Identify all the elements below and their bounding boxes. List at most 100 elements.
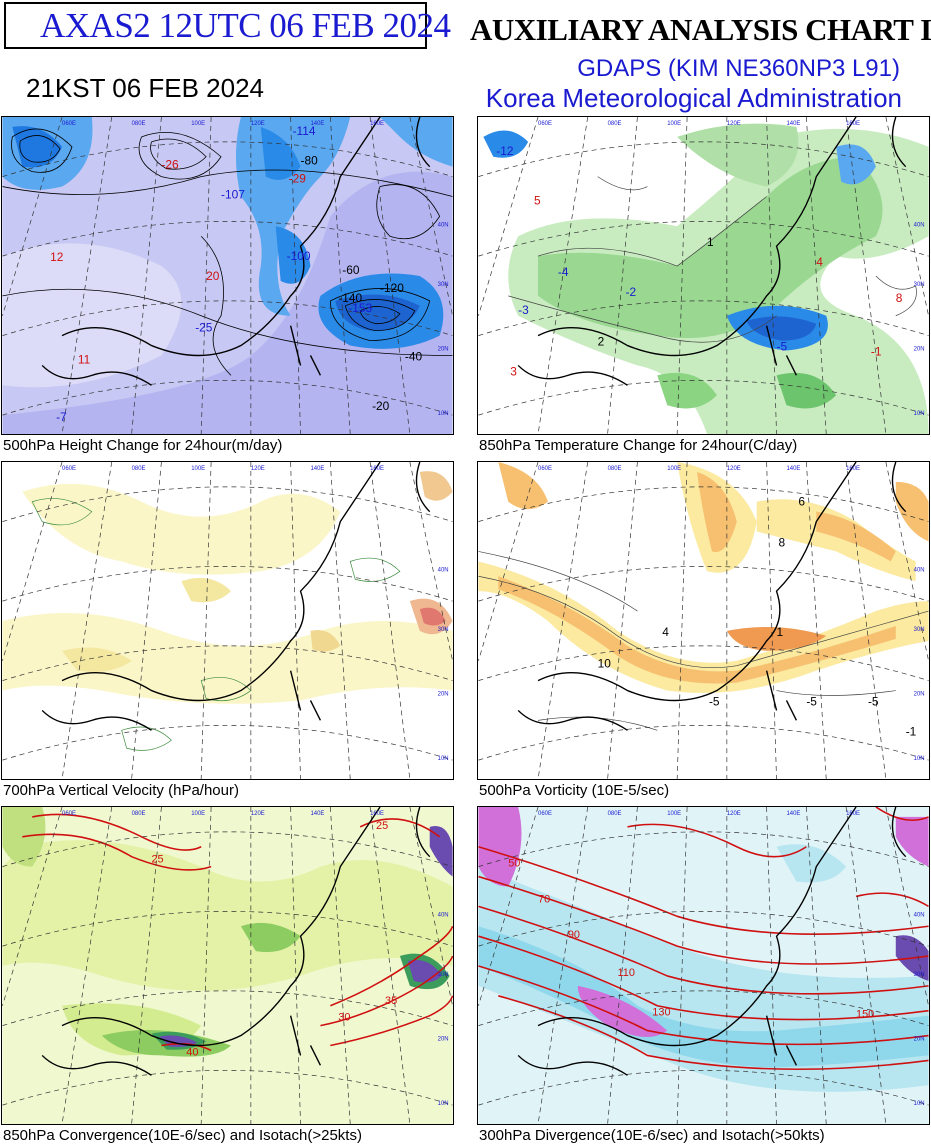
height-label: -20 xyxy=(372,399,390,413)
caption-vorticity: 500hPa Vorticity (10E-5/sec) xyxy=(479,782,670,799)
lat-label: 30N xyxy=(438,972,449,978)
lat-label: 30N xyxy=(914,282,925,288)
lon-label: 140E xyxy=(786,811,800,817)
lat-label: 10N xyxy=(438,1101,449,1107)
vorticity-label: 10 xyxy=(598,657,612,671)
height-label: 12 xyxy=(50,250,64,264)
panel-convergence[interactable]: 25 25 30 35 40 060E 080E 100E 120E 140E … xyxy=(1,806,454,1125)
lon-label: 160E xyxy=(370,121,384,127)
caption-divergence: 300hPa Divergence(10E-6/sec) and Isotach… xyxy=(479,1127,825,1144)
isotach-label: 150 xyxy=(856,1009,874,1021)
lat-label: 30N xyxy=(438,627,449,633)
temp-label: 2 xyxy=(598,335,605,349)
caption-temperature-change: 850hPa Temperature Change for 24hour(C/d… xyxy=(479,437,798,454)
divergence-map: 50 70 90 110 130 150 060E 080E 100E 120E… xyxy=(478,807,929,1124)
height-label: -107 xyxy=(221,187,245,201)
lat-label: 40N xyxy=(438,567,449,573)
vorticity-label: -1 xyxy=(906,724,917,738)
isotach-label: 130 xyxy=(652,1007,670,1019)
caption-convergence: 850hPa Convergence(10E-6/sec) and Isotac… xyxy=(3,1127,362,1144)
panel-vorticity[interactable]: 4 6 8 10 -5 -5 -5 1 -1 060E 080E 100E 12… xyxy=(477,461,930,780)
vorticity-label: 6 xyxy=(798,495,805,509)
lat-label: 10N xyxy=(438,756,449,762)
vorticity-map: 4 6 8 10 -5 -5 -5 1 -1 060E 080E 100E 12… xyxy=(478,462,929,779)
lon-label: 140E xyxy=(310,121,324,127)
isotach-label: 110 xyxy=(618,967,635,979)
lat-label: 20N xyxy=(914,692,925,698)
lat-label: 20N xyxy=(438,347,449,353)
vertical-velocity-map: 060E 080E 100E 120E 140E 160E 40N 30N 20… xyxy=(2,462,453,779)
lon-label: 060E xyxy=(538,466,552,472)
panel-height-change[interactable]: -114 -107 -100 -153 -140 -120 -29 -26 -2… xyxy=(1,116,454,435)
convergence-map: 25 25 30 35 40 060E 080E 100E 120E 140E … xyxy=(2,807,453,1124)
height-label: -40 xyxy=(405,349,423,363)
lat-label: 40N xyxy=(438,912,449,918)
lon-label: 100E xyxy=(667,811,681,817)
isotach-label: 25 xyxy=(376,820,388,832)
lon-label: 120E xyxy=(727,811,741,817)
lon-label: 060E xyxy=(62,811,76,817)
isotach-label: 90 xyxy=(568,929,580,941)
height-label: -60 xyxy=(342,263,360,277)
height-label: -140 xyxy=(338,291,362,305)
lon-label: 060E xyxy=(538,811,552,817)
lon-label: 100E xyxy=(667,466,681,472)
lon-label: 160E xyxy=(370,811,384,817)
temp-label: -1 xyxy=(871,344,882,358)
temperature-change-map: -3 -5 -12 -4 -2 3 5 8 -1 1 2 4 060E 080E… xyxy=(478,117,929,434)
lat-label: 30N xyxy=(438,282,449,288)
height-label: 11 xyxy=(78,352,91,366)
isotach-label: 50 xyxy=(508,858,520,870)
vorticity-label: -5 xyxy=(806,694,817,708)
lon-label: 160E xyxy=(370,466,384,472)
temp-label: 5 xyxy=(534,193,541,207)
temp-label: -5 xyxy=(777,340,788,354)
panel-vertical-velocity[interactable]: 060E 080E 100E 120E 140E 160E 40N 30N 20… xyxy=(1,461,454,780)
local-time: 21KST 06 FEB 2024 xyxy=(26,73,265,103)
height-label: -100 xyxy=(287,249,311,263)
lon-label: 120E xyxy=(251,811,265,817)
isotach-label: 30 xyxy=(338,1012,350,1024)
vorticity-label: 8 xyxy=(779,535,786,549)
height-label: 20 xyxy=(206,269,220,283)
temp-label: 8 xyxy=(896,291,903,305)
lon-label: 080E xyxy=(608,121,622,127)
temp-label: 3 xyxy=(510,364,517,378)
lat-label: 40N xyxy=(914,567,925,573)
temp-label: -3 xyxy=(518,303,529,317)
lon-label: 100E xyxy=(191,466,205,472)
lat-label: 40N xyxy=(914,222,925,228)
model-name: GDAPS (KIM NE360NP3 L91) xyxy=(577,55,900,82)
panel-temperature-change[interactable]: -3 -5 -12 -4 -2 3 5 8 -1 1 2 4 060E 080E… xyxy=(477,116,930,435)
height-label: -114 xyxy=(293,124,316,138)
panel-divergence[interactable]: 50 70 90 110 130 150 060E 080E 100E 120E… xyxy=(477,806,930,1125)
lon-label: 080E xyxy=(608,466,622,472)
lon-label: 160E xyxy=(846,811,860,817)
lat-label: 20N xyxy=(914,1037,925,1043)
chart-title: AUXILIARY ANALYSIS CHART II xyxy=(470,12,931,47)
lat-label: 20N xyxy=(438,692,449,698)
vorticity-label: 1 xyxy=(777,625,784,639)
lon-label: 100E xyxy=(191,811,205,817)
lon-label: 140E xyxy=(786,466,800,472)
height-label: -29 xyxy=(289,172,307,186)
lat-label: 30N xyxy=(914,972,925,978)
lon-label: 100E xyxy=(191,121,205,127)
caption-height-change: 500hPa Height Change for 24hour(m/day) xyxy=(3,437,283,454)
lon-label: 120E xyxy=(727,121,741,127)
lat-label: 10N xyxy=(438,411,449,417)
lon-label: 100E xyxy=(667,121,681,127)
height-label: -7 xyxy=(56,410,67,424)
isotach-label: 35 xyxy=(385,995,397,1007)
lat-label: 20N xyxy=(438,1037,449,1043)
height-label: -26 xyxy=(161,158,179,172)
caption-vertical-velocity: 700hPa Vertical Velocity (hPa/hour) xyxy=(3,782,239,799)
temp-label: -2 xyxy=(625,285,636,299)
lat-label: 10N xyxy=(914,1101,925,1107)
lat-label: 30N xyxy=(914,627,925,633)
lon-label: 140E xyxy=(310,811,324,817)
lon-label: 080E xyxy=(132,811,146,817)
temp-label: 4 xyxy=(816,255,823,269)
isotach-label: 25 xyxy=(151,854,163,866)
lon-label: 160E xyxy=(846,466,860,472)
